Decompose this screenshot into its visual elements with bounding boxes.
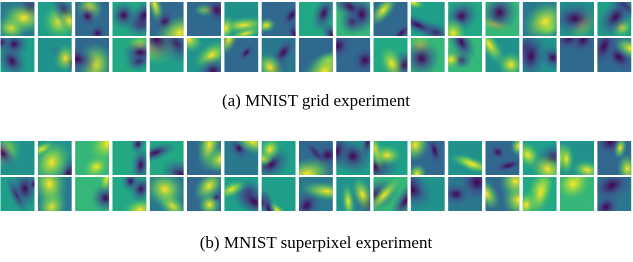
caption: (b) MNIST superpixel experiment [200,233,433,252]
tile-grids [0,0,633,232]
tile [0,127,34,176]
figure: (a) MNIST grid experiment (b) MNIST supe… [0,0,633,262]
body: (a) MNIST grid experiment (b) MNIST supe… [0,0,633,262]
page: {"figure": {"panels": [{"caption": "(a) … [0,0,633,262]
tile [112,132,152,185]
caption: (a) MNIST grid experiment [222,91,410,110]
